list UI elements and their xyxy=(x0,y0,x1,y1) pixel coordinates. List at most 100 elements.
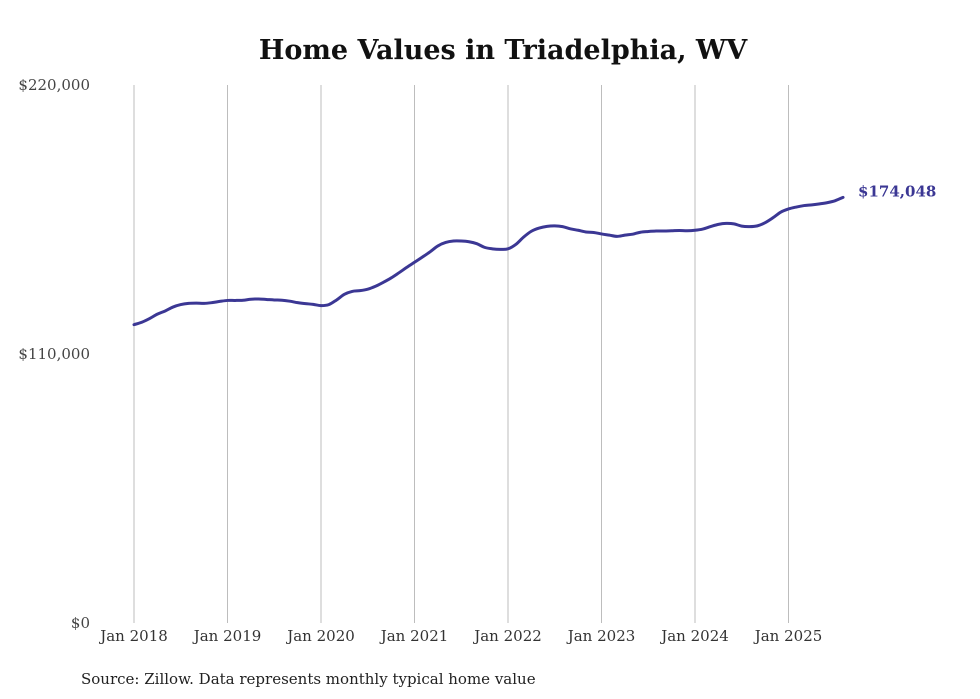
data-point xyxy=(156,313,159,316)
data-point xyxy=(288,300,291,303)
data-point xyxy=(787,207,790,210)
x-tick-label: Jan 2025 xyxy=(753,627,823,645)
data-point xyxy=(764,221,767,224)
data-point xyxy=(413,261,416,264)
data-point xyxy=(343,293,346,296)
data-point xyxy=(320,304,323,307)
data-point xyxy=(171,306,174,309)
data-point xyxy=(281,299,284,302)
data-point xyxy=(826,201,829,204)
x-tick-label: Jan 2022 xyxy=(472,627,542,645)
data-point xyxy=(366,288,369,291)
data-point xyxy=(647,230,650,233)
data-point xyxy=(304,302,307,305)
data-point xyxy=(678,229,681,232)
data-point xyxy=(382,281,385,284)
data-point xyxy=(218,300,221,303)
data-point xyxy=(818,202,821,205)
data-point xyxy=(226,299,229,302)
x-tick-label: Jan 2024 xyxy=(659,627,729,645)
data-point xyxy=(740,225,743,228)
data-point xyxy=(133,323,136,326)
data-point xyxy=(545,225,548,228)
data-point xyxy=(694,229,697,232)
data-point xyxy=(616,235,619,238)
data-point xyxy=(623,234,626,237)
data-point xyxy=(195,302,198,305)
data-point xyxy=(335,298,338,301)
data-point xyxy=(756,224,759,227)
data-point xyxy=(273,298,276,301)
data-point xyxy=(429,250,432,253)
data-point xyxy=(608,234,611,237)
data-point xyxy=(538,227,541,230)
data-point xyxy=(779,211,782,214)
data-point xyxy=(670,229,673,232)
data-point xyxy=(771,216,774,219)
data-point xyxy=(522,236,525,239)
chart-title: Home Values in Triadelphia, WV xyxy=(259,35,748,66)
x-axis-ticks: Jan 2018 Jan 2019 Jan 2020 Jan 2021 Jan 2022… xyxy=(98,627,822,645)
data-point xyxy=(327,303,330,306)
data-point xyxy=(358,289,361,292)
data-point xyxy=(483,246,486,249)
data-point xyxy=(460,240,463,243)
data-point xyxy=(530,230,533,233)
data-point xyxy=(499,248,502,251)
data-point xyxy=(421,256,424,259)
x-tick-label: Jan 2023 xyxy=(566,627,636,645)
y-tick-label: $220,000 xyxy=(18,76,90,94)
data-point xyxy=(257,297,260,300)
data-point xyxy=(803,204,806,207)
data-point xyxy=(709,225,712,228)
data-point xyxy=(265,298,268,301)
data-point xyxy=(249,298,252,301)
x-tick-label: Jan 2019 xyxy=(192,627,262,645)
data-point xyxy=(600,232,603,235)
data-point xyxy=(210,301,213,304)
data-point xyxy=(312,303,315,306)
data-point xyxy=(592,231,595,234)
series-layer: $174,048 xyxy=(132,182,936,327)
data-point xyxy=(148,317,151,320)
data-point xyxy=(655,229,658,232)
data-point xyxy=(631,233,634,236)
data-point xyxy=(795,206,798,209)
data-point xyxy=(468,240,471,243)
data-point xyxy=(187,302,190,305)
data-point xyxy=(475,242,478,245)
end-value-label: $174,048 xyxy=(858,182,936,200)
data-point xyxy=(444,241,447,244)
data-point xyxy=(577,229,580,232)
data-point xyxy=(514,243,517,246)
data-point xyxy=(374,285,377,288)
data-point xyxy=(842,196,845,199)
x-tick-label: Jan 2020 xyxy=(285,627,355,645)
data-point xyxy=(701,228,704,231)
data-point xyxy=(553,224,556,227)
data-point xyxy=(397,271,400,274)
data-point xyxy=(748,225,751,228)
x-tick-label: Jan 2018 xyxy=(98,627,168,645)
data-point xyxy=(569,227,572,230)
data-point xyxy=(507,247,510,250)
data-point xyxy=(140,321,143,324)
data-point xyxy=(436,244,439,247)
data-point xyxy=(390,276,393,279)
grid-lines xyxy=(133,85,789,623)
y-tick-label: $110,000 xyxy=(18,345,90,363)
data-point xyxy=(810,203,813,206)
data-point xyxy=(405,266,408,269)
data-point xyxy=(452,240,455,243)
data-point xyxy=(732,222,735,225)
y-axis-ticks: $0 $110,000 $220,000 xyxy=(18,76,90,632)
data-point xyxy=(242,299,245,302)
source-note: Source: Zillow. Data represents monthly … xyxy=(81,670,536,688)
data-point xyxy=(561,225,564,228)
data-point xyxy=(351,290,354,293)
x-tick-label: Jan 2021 xyxy=(379,627,449,645)
data-point xyxy=(725,222,728,225)
data-point xyxy=(296,301,299,304)
